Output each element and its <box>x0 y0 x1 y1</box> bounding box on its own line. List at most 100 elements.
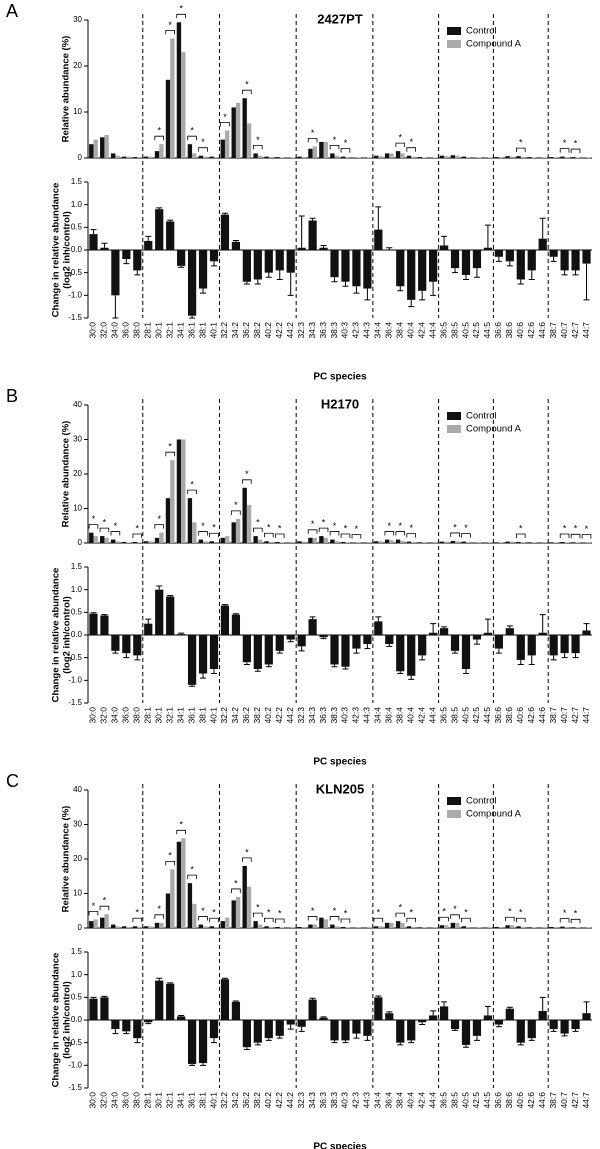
x-tick-label: 44:5 <box>482 322 492 339</box>
bar <box>220 214 230 250</box>
error-bar <box>561 270 568 276</box>
x-tick-label: 36:3 <box>318 707 328 724</box>
bar <box>509 156 515 158</box>
bar <box>181 439 186 543</box>
bar <box>308 537 313 543</box>
error-bar <box>287 1024 294 1030</box>
bar <box>170 869 175 928</box>
bar <box>89 532 94 543</box>
x-tick-label: 32:2 <box>219 322 229 339</box>
bar <box>494 542 499 543</box>
bar <box>121 926 127 928</box>
significance-mark: * <box>92 901 96 911</box>
error-bar <box>320 1016 327 1018</box>
bar <box>242 865 247 928</box>
significance-bracket <box>253 527 263 533</box>
significance-mark: * <box>574 524 578 534</box>
significance-mark: * <box>201 137 205 147</box>
bar <box>560 250 569 271</box>
bar <box>143 541 149 543</box>
bar <box>187 250 197 316</box>
significance-mark: * <box>212 523 216 533</box>
bar <box>155 209 164 250</box>
significance-mark: * <box>311 519 315 529</box>
x-tick-label: 40:6 <box>515 1092 525 1109</box>
bar <box>319 247 328 250</box>
x-tick-label: 42:3 <box>351 322 361 339</box>
error-bar <box>441 235 448 246</box>
error-bar <box>375 206 382 230</box>
x-tick-label: 40:1 <box>208 1092 218 1109</box>
bar <box>111 539 116 543</box>
bar <box>373 926 379 928</box>
bar <box>209 156 214 158</box>
bar <box>214 926 219 928</box>
bar <box>553 926 559 928</box>
x-tick-label: 32:0 <box>99 707 109 724</box>
x-tick-label: 44:2 <box>285 322 295 339</box>
x-tick-label: 34:0 <box>110 707 120 724</box>
bar <box>461 635 471 669</box>
error-bar <box>331 277 338 283</box>
bar <box>137 926 142 928</box>
significance-bracket <box>242 479 252 484</box>
bar <box>461 926 466 928</box>
significance-bracket <box>187 489 197 495</box>
y-tick-label: -1.0 <box>68 1060 82 1069</box>
significance-mark: * <box>442 907 446 917</box>
bar <box>345 927 350 928</box>
error-bar <box>90 229 97 235</box>
x-tick-label: 42:4 <box>416 707 426 724</box>
error-bar <box>101 614 108 616</box>
bar <box>177 250 186 266</box>
error-bar <box>342 1040 349 1044</box>
bar <box>429 1015 438 1020</box>
bar <box>582 1013 591 1020</box>
x-tick-label: 38:7 <box>548 1092 558 1109</box>
bar <box>439 245 449 250</box>
x-tick-label: 34:3 <box>307 707 317 724</box>
bar <box>509 925 515 928</box>
bar <box>455 922 460 928</box>
error-bar <box>583 623 590 631</box>
bar <box>143 156 149 158</box>
bar <box>264 156 269 158</box>
bar <box>231 614 241 635</box>
bar <box>89 234 98 250</box>
bar <box>220 139 225 158</box>
bar <box>231 1001 241 1020</box>
bar <box>400 922 405 928</box>
error-bar <box>473 268 480 278</box>
y-tick-label: 0.0 <box>71 630 83 639</box>
bar <box>192 153 197 158</box>
bar <box>494 926 499 928</box>
x-tick-label: 40:5 <box>460 707 470 724</box>
bar <box>549 926 554 928</box>
significance-mark: * <box>311 128 315 138</box>
bar <box>378 541 383 543</box>
x-tick-label: 44:6 <box>537 707 547 724</box>
significance-mark: * <box>256 902 260 912</box>
x-tick-label: 34:4 <box>373 707 383 724</box>
bar <box>187 498 193 543</box>
bar <box>384 922 390 928</box>
bar <box>264 926 269 928</box>
bar <box>198 1020 208 1064</box>
bar <box>115 541 120 543</box>
error-bar <box>506 625 513 629</box>
x-tick-label: 42:6 <box>526 707 536 724</box>
x-tick-label: 40:6 <box>515 322 525 339</box>
significance-mark: * <box>464 523 468 533</box>
bar <box>334 155 339 158</box>
bar <box>187 635 197 685</box>
x-tick-label: 44:7 <box>581 322 591 339</box>
x-tick-label: 40:3 <box>340 1092 350 1109</box>
significance-bracket <box>187 874 197 880</box>
significance-bracket <box>307 138 318 143</box>
bar <box>297 247 306 250</box>
bar <box>564 926 569 928</box>
bar <box>494 635 503 649</box>
x-tick-label: 38:1 <box>197 322 207 339</box>
error-bar <box>265 664 272 668</box>
x-tick-label: 40:5 <box>460 1092 470 1109</box>
